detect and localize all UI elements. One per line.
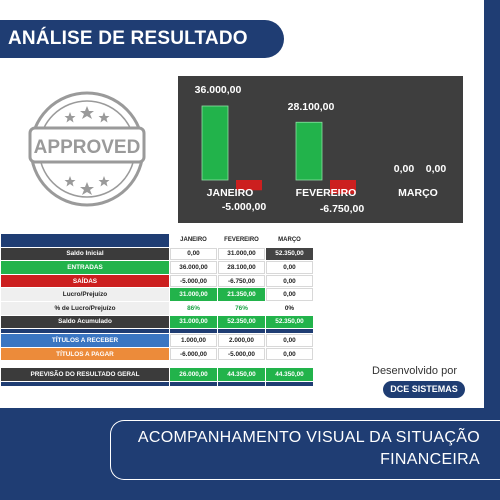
data-label-negative: -5.000,00 <box>222 201 267 213</box>
separator-cell <box>170 361 217 368</box>
row-label: Lucro/Prejuízo <box>1 288 169 301</box>
row-value: 44.350,00 <box>266 368 313 381</box>
separator-cell <box>1 329 169 334</box>
row-value: 0% <box>266 301 313 315</box>
separator-cell <box>266 329 313 334</box>
separator-cell <box>170 381 217 386</box>
row-label: SAÍDAS <box>1 274 169 288</box>
table-separator <box>1 381 313 386</box>
row-value: -5.000,00 <box>170 274 217 288</box>
category-label: JANEIRO <box>207 187 254 199</box>
row-value: 26.000,00 <box>170 368 217 381</box>
bar-positive <box>295 121 323 181</box>
row-label: ENTRADAS <box>1 261 169 274</box>
table-row: TÍTULOS A PAGAR -6.000,00 -5.000,00 0,00 <box>1 347 313 361</box>
separator-cell <box>170 329 217 334</box>
approved-stamp: APPROVED <box>28 91 146 207</box>
table-row: Saldo Inicial 0,00 31.000,00 52.350,00 <box>1 247 313 261</box>
row-value: 0,00 <box>266 274 313 288</box>
table-row: % de Lucro/Prejuízo 86% 76% 0% <box>1 301 313 315</box>
separator-cell <box>218 329 265 334</box>
page-title: ANÁLISE DE RESULTADO <box>0 20 284 58</box>
row-value: 28.100,00 <box>218 261 265 274</box>
row-value: 0,00 <box>266 261 313 274</box>
column-header: MARÇO <box>266 234 313 247</box>
separator-cell <box>1 361 169 368</box>
row-value: -5.000,00 <box>218 347 265 361</box>
bar-positive <box>201 105 229 181</box>
bar-negative <box>330 180 356 194</box>
row-label: Saldo Acumulado <box>1 315 169 329</box>
row-label: Saldo Inicial <box>1 247 169 261</box>
row-value: -6.750,00 <box>218 274 265 288</box>
table-row: PREVISÃO DO RESULTADO GERAL 26.000,00 44.3… <box>1 368 313 381</box>
row-value: 0,00 <box>266 347 313 361</box>
separator-cell <box>266 381 313 386</box>
separator-cell <box>1 381 169 386</box>
data-label-positive: 28.100,00 <box>288 101 335 113</box>
footer-band <box>0 408 500 500</box>
result-chart: 36.000,00 -5.000,00 JANEIRO 28.100,00 -6.750… <box>178 76 463 223</box>
table-row: ENTRADAS 36.000,00 28.100,00 0,00 <box>1 261 313 274</box>
separator-cell <box>218 361 265 368</box>
column-header: JANEIRO <box>170 234 217 247</box>
developer-label: Desenvolvido por <box>372 365 457 377</box>
row-label: TÍTULOS A RECEBER <box>1 334 169 347</box>
row-value: 2.000,00 <box>218 334 265 347</box>
row-value: 52.350,00 <box>266 247 313 261</box>
row-value: 31.000,00 <box>170 315 217 329</box>
row-label: TÍTULOS A PAGAR <box>1 347 169 361</box>
data-label-positive: 0,00 <box>394 163 415 175</box>
category-label: MARÇO <box>398 187 438 199</box>
developer-badge: DCE SISTEMAS <box>383 381 465 398</box>
row-value: 52.350,00 <box>266 315 313 329</box>
right-accent-bar <box>484 0 500 408</box>
chart-svg: 36.000,00 -5.000,00 JANEIRO 28.100,00 -6.750… <box>195 84 447 215</box>
separator-cell <box>218 381 265 386</box>
table-row: SAÍDAS -5.000,00 -6.750,00 0,00 <box>1 274 313 288</box>
column-header: FEVEREIRO <box>218 234 265 247</box>
stamp-text: APPROVED <box>34 137 141 158</box>
row-value: 76% <box>218 301 265 315</box>
category-label: FEVEREIRO <box>296 187 357 199</box>
row-value: 1.000,00 <box>170 334 217 347</box>
row-value: 52.350,00 <box>218 315 265 329</box>
bar-negative <box>236 180 262 191</box>
row-value: 31.000,00 <box>218 247 265 261</box>
table-row: TÍTULOS A RECEBER 1.000,00 2.000,00 0,00 <box>1 334 313 347</box>
data-label-positive: 36.000,00 <box>195 84 242 96</box>
table-gap <box>1 361 313 368</box>
row-label: % de Lucro/Prejuízo <box>1 301 169 315</box>
footer-banner: ACOMPANHAMENTO VISUAL DA SITUAÇÃO FINANC… <box>110 420 500 480</box>
row-value: 0,00 <box>266 334 313 347</box>
row-value: 21.350,00 <box>218 288 265 301</box>
table-separator <box>1 329 313 334</box>
data-label-negative: -6.750,00 <box>320 203 365 215</box>
result-table: JANEIRO FEVEREIRO MARÇO Saldo Inicial 0,00 31… <box>0 233 314 387</box>
row-label: PREVISÃO DO RESULTADO GERAL <box>1 368 169 381</box>
row-value: 0,00 <box>266 288 313 301</box>
row-value: 0,00 <box>170 247 217 261</box>
banner-line-1: ACOMPANHAMENTO VISUAL DA SITUAÇÃO <box>137 429 480 446</box>
row-value: 31.000,00 <box>170 288 217 301</box>
data-label-negative: 0,00 <box>426 163 447 175</box>
star-icon <box>64 106 110 195</box>
row-value: 44.350,00 <box>218 368 265 381</box>
table-header-row: JANEIRO FEVEREIRO MARÇO <box>1 234 313 247</box>
row-value: 36.000,00 <box>170 261 217 274</box>
row-value: -6.000,00 <box>170 347 217 361</box>
separator-cell <box>266 361 313 368</box>
table-row: Lucro/Prejuízo 31.000,00 21.350,00 0,00 <box>1 288 313 301</box>
banner-line-2: FINANCEIRA <box>380 451 480 468</box>
table-row: Saldo Acumulado 31.000,00 52.350,00 52.350,… <box>1 315 313 329</box>
row-value: 86% <box>170 301 217 315</box>
header-blank <box>1 234 169 247</box>
